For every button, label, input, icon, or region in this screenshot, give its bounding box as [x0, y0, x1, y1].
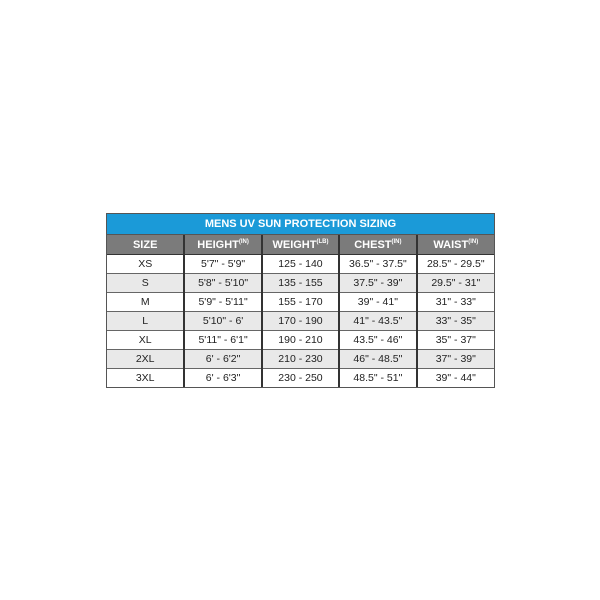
- table-row: 2XL 6' - 6'2" 210 - 230 46" - 48.5" 37" - 39…: [107, 349, 494, 369]
- header-unit: (IN): [238, 238, 249, 245]
- header-weight: WEIGHT(LB): [260, 235, 340, 255]
- table-row: XL 5'11" - 6'1" 190 - 210 43.5" - 46" 35" - …: [107, 330, 494, 350]
- chart-title: MENS UV SUN PROTECTION SIZING: [107, 214, 494, 235]
- cell-chest: 48.5" - 51": [338, 368, 417, 387]
- sizing-table: SIZE HEIGHT(IN) WEIGHT(LB) CHEST(IN) WAI…: [107, 235, 494, 387]
- header-height: HEIGHT(IN): [183, 235, 262, 255]
- cell-weight: 190 - 210: [260, 330, 340, 350]
- cell-waist: 28.5" - 29.5": [415, 254, 494, 274]
- header-label: WAIST: [433, 238, 469, 251]
- sizing-chart: MENS UV SUN PROTECTION SIZING SIZE HEIGH…: [106, 213, 495, 388]
- cell-size: L: [107, 311, 185, 331]
- cell-size: M: [107, 292, 185, 312]
- cell-weight: 210 - 230: [260, 349, 340, 369]
- cell-size: 3XL: [135, 372, 155, 384]
- table-row: M 5'9" - 5'11" 155 - 170 39" - 41" 31" - 33": [107, 292, 494, 312]
- cell-chest: 39" - 41": [338, 292, 417, 312]
- cell-weight: 230 - 250: [260, 368, 340, 387]
- cell-waist: 31" - 33": [415, 292, 494, 312]
- cell-waist: 29.5" - 31": [415, 273, 494, 293]
- table-row: 3XL 6' - 6'3" 230 - 250 48.5" - 51" 39" - 44…: [107, 368, 494, 387]
- cell-weight: 125 - 140: [260, 254, 340, 274]
- cell-waist: 35" - 37": [415, 330, 494, 350]
- table-row: L 5'10" - 6' 170 - 190 41" - 43.5" 33" - 35": [107, 311, 494, 331]
- table-row: S 5'8" - 5'10" 135 - 155 37.5" - 39" 29.5" -…: [107, 273, 494, 293]
- header-size: SIZE: [107, 235, 185, 255]
- cell-chest: 36.5" - 37.5": [338, 254, 417, 274]
- cell-size: 2XL: [107, 349, 185, 369]
- cell-size: XS: [107, 254, 185, 274]
- cell-waist: 37" - 39": [415, 349, 494, 369]
- cell-weight: 155 - 170: [260, 292, 340, 312]
- cell-height: 5'7" - 5'9": [183, 254, 262, 274]
- header-unit: (LB): [316, 238, 329, 245]
- cell-waist: 39" - 44": [415, 368, 494, 387]
- header-unit: (IN): [468, 238, 479, 245]
- header-unit: (IN): [391, 238, 402, 245]
- table-row: XS 5'7" - 5'9" 125 - 140 36.5" - 37.5" 28.5"…: [107, 254, 494, 274]
- cell-height: 5'8" - 5'10": [183, 273, 262, 293]
- header-label: SIZE: [132, 238, 158, 251]
- cell-height: 5'11" - 6'1": [183, 330, 262, 350]
- header-label: WEIGHT: [272, 238, 317, 251]
- cell-height: 5'9" - 5'11": [183, 292, 262, 312]
- cell-weight: 170 - 190: [260, 311, 340, 331]
- header-label: HEIGHT: [197, 238, 239, 251]
- cell-height: 6' - 6'2": [183, 349, 262, 369]
- cell-chest: 43.5" - 46": [338, 330, 417, 350]
- header-waist: WAIST(IN): [415, 235, 494, 255]
- cell-weight: 135 - 155: [260, 273, 340, 293]
- cell-size: S: [107, 273, 185, 293]
- cell-chest: 46" - 48.5": [338, 349, 417, 369]
- header-label: CHEST: [354, 238, 392, 251]
- cell-height: 6' - 6'3": [183, 368, 262, 387]
- cell-chest: 37.5" - 39": [338, 273, 417, 293]
- cell-height: 5'10" - 6': [183, 311, 262, 331]
- cell-chest: 41" - 43.5": [338, 311, 417, 331]
- cell-waist: 33" - 35": [415, 311, 494, 331]
- cell-size: XL: [107, 330, 185, 350]
- header-row: SIZE HEIGHT(IN) WEIGHT(LB) CHEST(IN) WAI…: [107, 235, 494, 255]
- header-chest: CHEST(IN): [338, 235, 417, 255]
